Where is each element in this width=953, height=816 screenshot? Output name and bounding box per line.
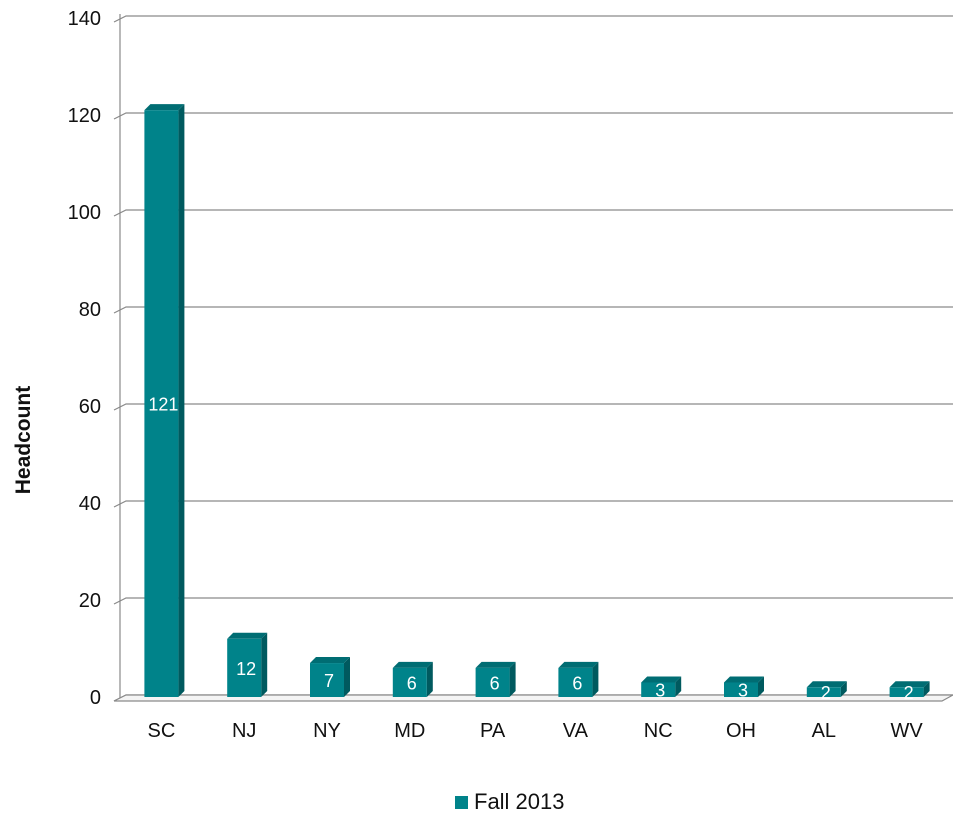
bar-group: 2 [806,681,847,703]
bar-side [675,676,682,697]
data-label: 6 [407,673,417,693]
y-tick-label: 40 [79,493,101,515]
bar-side [923,681,930,697]
legend: Fall 2013 [455,788,565,816]
data-label: 6 [572,673,582,693]
data-label: 7 [324,671,334,691]
data-label: 2 [821,683,831,703]
bar [558,667,593,697]
y-tick-label: 140 [68,8,101,30]
bar-top [475,661,516,668]
legend-swatch [455,795,468,809]
bar-top [641,676,682,683]
gridline [113,15,953,23]
bars: 121 12 7 6 6 6 3 3 2 2 [144,104,930,703]
gridline [113,112,953,120]
bar-top [806,681,847,688]
data-label: 121 [148,395,178,415]
gridline [113,403,953,411]
y-tick-label: 0 [90,687,101,709]
bar-group: 12 [227,632,268,697]
bar [806,687,841,697]
x-tick-label: MD [394,720,425,742]
x-tick-label: NJ [232,720,256,742]
bar-group: 6 [558,661,599,697]
bar-side [344,657,350,697]
bar-top [310,657,350,664]
x-tick-label: PA [480,720,506,742]
x-tick-labels: SC NJ NY MD PA VA NC OH AL WV [148,720,924,742]
y-tick-labels: 0 20 40 60 80 100 120 140 [68,8,101,709]
bar [475,667,510,697]
bar-group: 121 [144,104,185,697]
bar-top [724,676,764,683]
data-label: 3 [738,681,748,701]
bar-side [840,681,847,697]
data-label: 3 [655,681,665,701]
gridline [113,306,953,314]
bar-side [758,676,764,697]
bar [144,110,179,697]
x-tick-label: VA [563,720,589,742]
x-tick-label: SC [148,720,176,742]
y-axis-label: Headcount [12,386,35,495]
bar-top [392,661,433,668]
x-tick-label: NC [644,720,673,742]
bar-group: 7 [310,657,350,697]
data-label: 6 [490,673,500,693]
x-tick-label: AL [812,720,836,742]
bar-group: 6 [392,661,433,697]
bar [227,638,262,697]
y-tick-label: 100 [68,202,101,224]
bar-side [178,104,185,697]
gridline [113,209,953,217]
bar-top [889,681,930,688]
bar-top [144,104,185,111]
bar-side [509,661,516,697]
x-tick-label: NY [313,720,341,742]
bar [310,663,344,697]
bar-group: 2 [889,681,930,703]
bar-chart: 0 20 40 60 80 100 120 140 121 12 7 6 6 6 3 3 2 2 SC NJ NY M… [12,8,953,742]
bar-group: 3 [641,676,682,701]
bar-top [227,632,268,639]
data-label: 12 [236,659,256,679]
bar-side [426,661,433,697]
x-tick-label: OH [726,720,756,742]
y-tick-label: 80 [79,299,101,321]
bar-group: 3 [724,676,764,701]
gridlines [113,15,953,702]
bar-group: 6 [475,661,516,697]
data-label: 2 [904,683,914,703]
gridline [113,500,953,508]
bar [641,682,676,697]
bar [392,667,427,697]
y-tick-label: 20 [79,590,101,612]
bar [724,682,758,697]
legend-label: Fall 2013 [474,789,565,814]
y-tick-label: 120 [68,105,101,127]
bar-top [558,661,599,668]
bar [889,687,924,697]
x-tick-label: WV [890,720,923,742]
bar-side [261,632,268,697]
bar-side [592,661,599,697]
gridline [113,597,953,605]
y-tick-label: 60 [79,396,101,418]
